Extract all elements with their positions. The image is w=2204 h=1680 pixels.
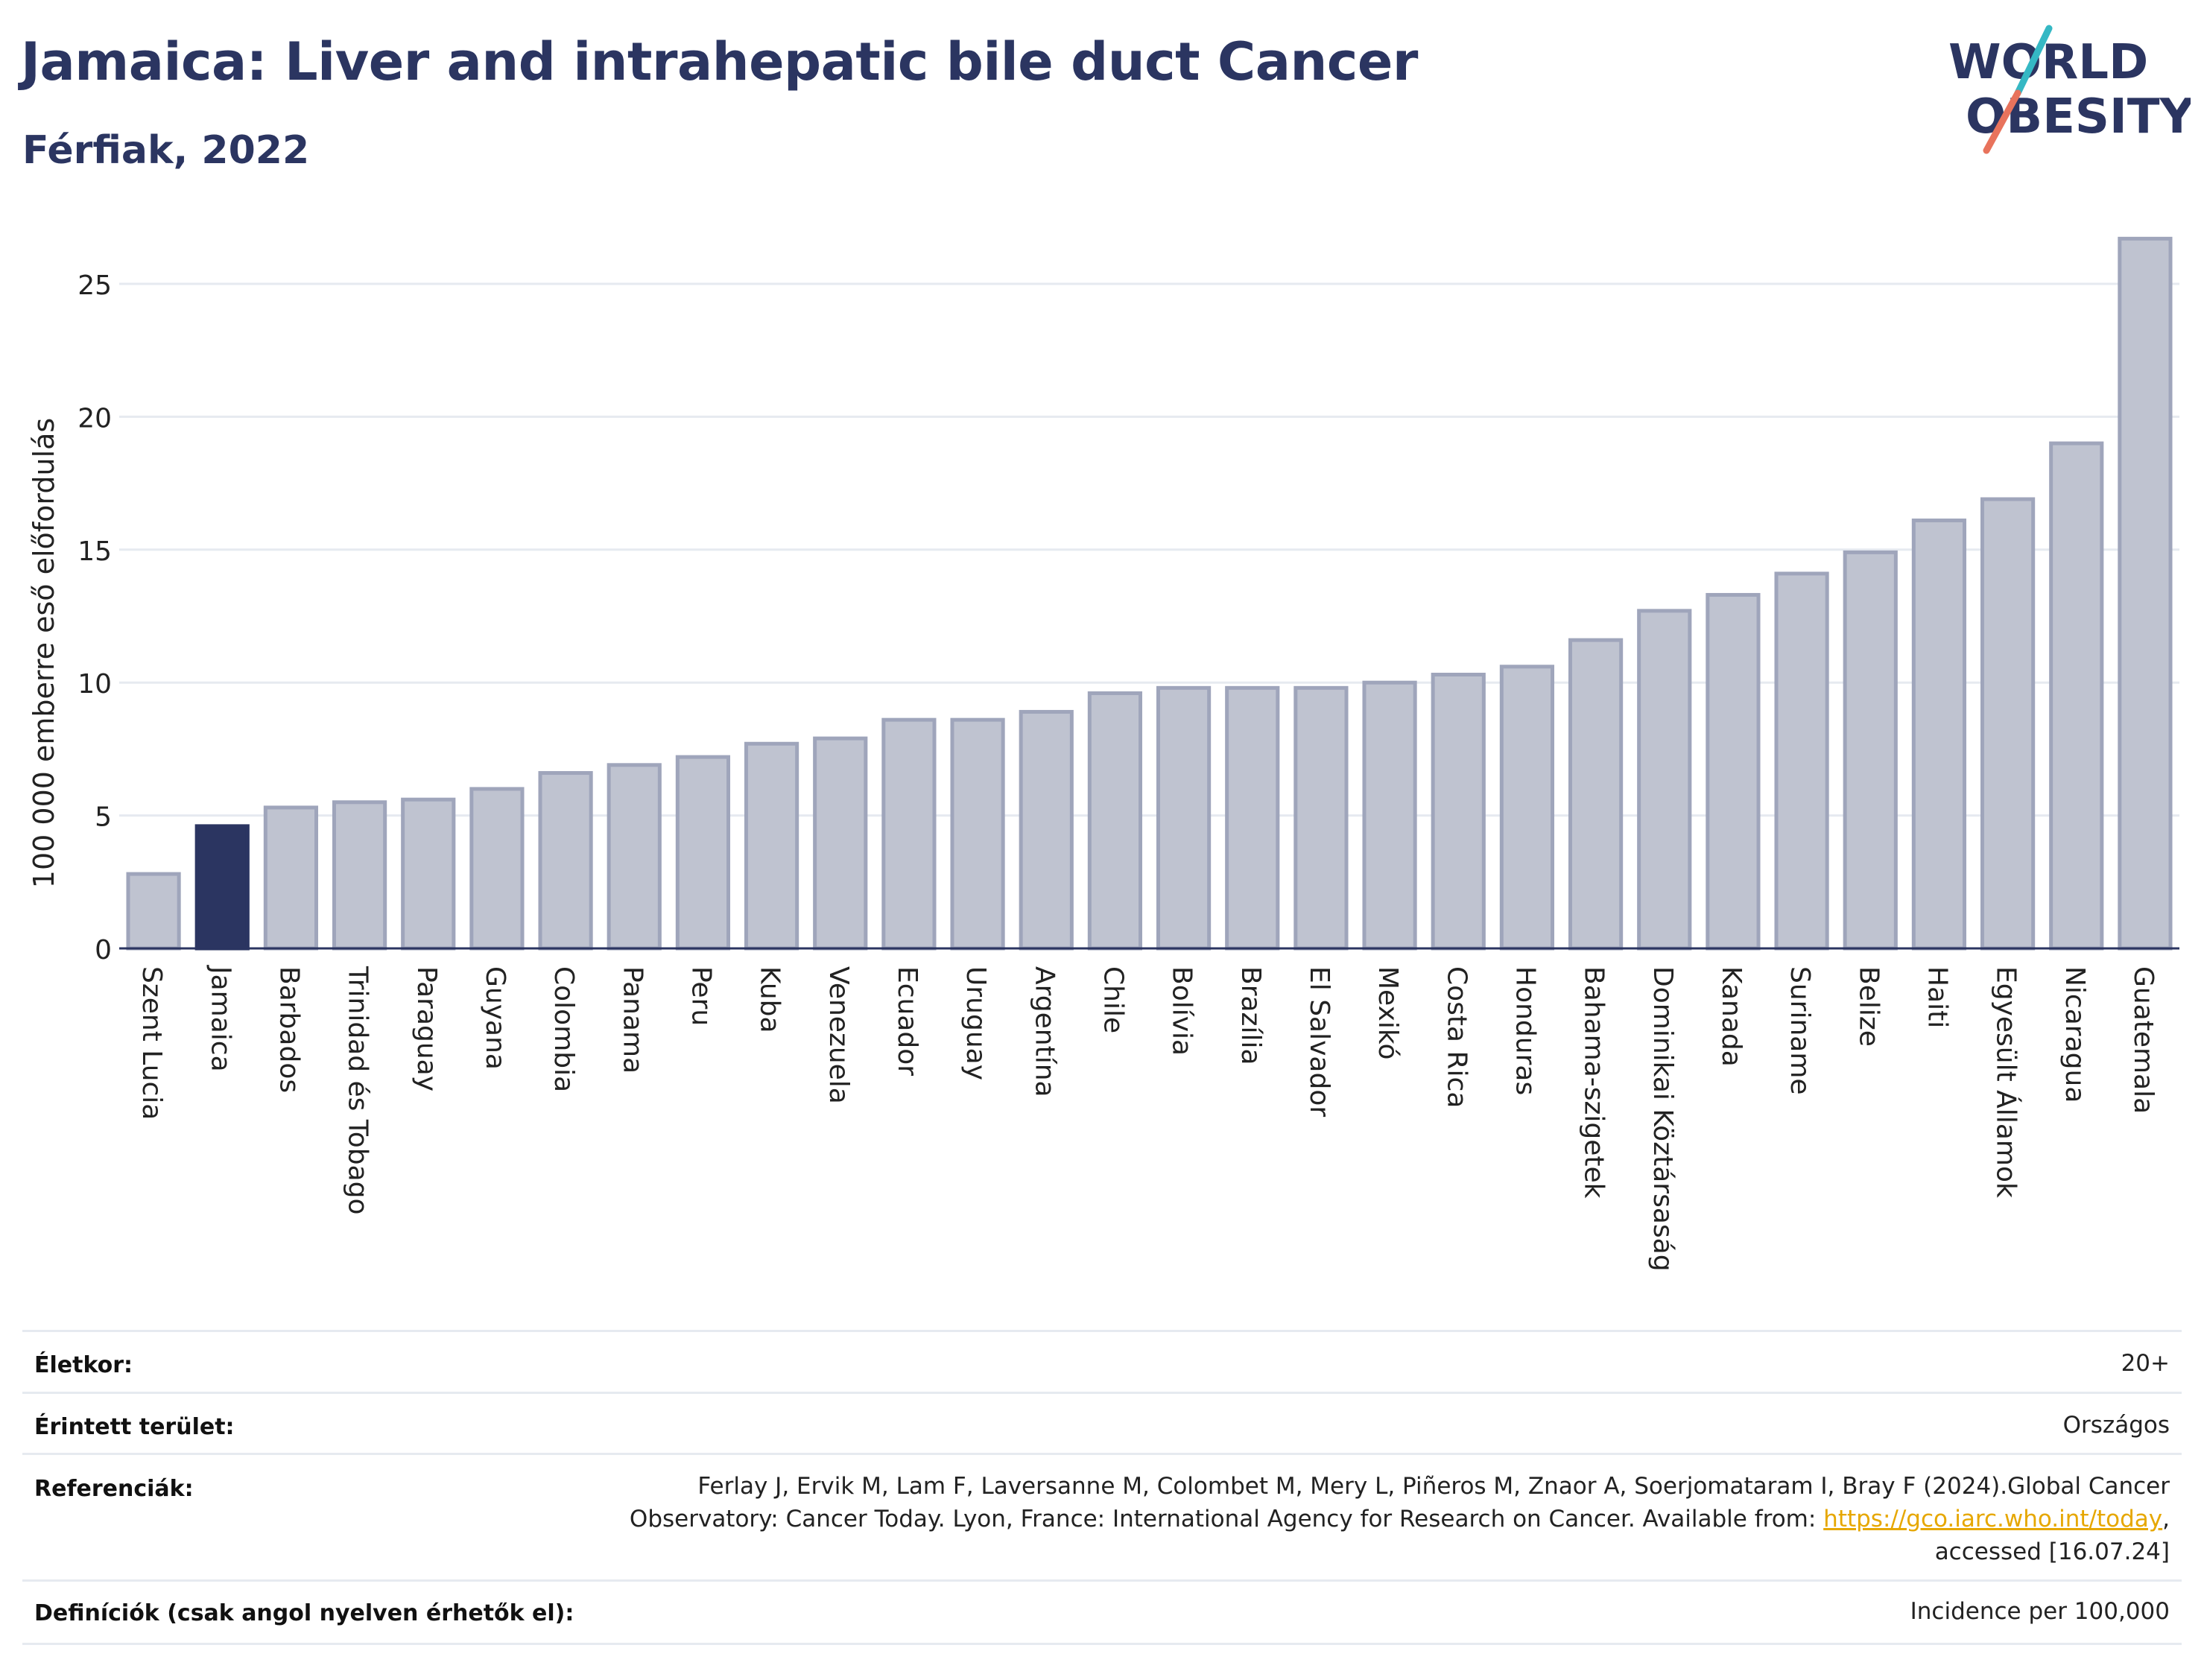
x-tick-label: Guyana (480, 966, 510, 1070)
reference-link[interactable]: https://gco.iarc.who.int/today (1823, 1506, 2163, 1532)
reference-line2-text: Observatory: Cancer Today. Lyon, France:… (629, 1506, 1824, 1532)
x-tick-label: Panama (617, 966, 647, 1074)
x-tick-label: Belize (1853, 966, 1884, 1047)
info-row-definitions: Definíciók (csak angol nyelven érhetők e… (22, 1579, 2182, 1644)
bar (126, 872, 181, 951)
y-tick-label: 5 (95, 802, 112, 833)
bar (1706, 592, 1761, 951)
bar (1774, 571, 1829, 951)
bar (538, 771, 593, 951)
logo-slash-bottom (1983, 89, 2021, 154)
bar (1225, 685, 1280, 951)
reference-line2: Observatory: Cancer Today. Lyon, France:… (630, 1503, 2170, 1535)
bar (950, 717, 1005, 951)
x-tick-label: Ecuador (892, 966, 922, 1076)
reference-line2-end: , (2162, 1506, 2170, 1532)
y-tick-label: 15 (77, 536, 112, 567)
table-bottom-border (22, 1643, 2182, 1645)
x-tick-label: Suriname (1785, 966, 1815, 1095)
bar (263, 805, 319, 951)
age-value: 20+ (2121, 1350, 2170, 1377)
bar (1568, 638, 1624, 951)
bar (332, 800, 387, 951)
y-tick-label: 25 (77, 270, 112, 301)
bar (1362, 680, 1417, 951)
bar (881, 717, 937, 951)
x-tick-label: Egyesült Államok (1991, 966, 2022, 1198)
chart-title: Jamaica: Liver and intrahepatic bile duc… (21, 31, 1418, 92)
bar (194, 824, 250, 951)
x-tick-label: Bolívia (1167, 966, 1197, 1056)
x-tick-label: Dominikai Köztársaság (1647, 966, 1678, 1272)
x-tick-label: Uruguay (960, 966, 991, 1080)
bar (1293, 685, 1349, 951)
bar (1980, 497, 2036, 951)
y-tick-label: 10 (77, 669, 112, 700)
x-tick-label: Paraguay (411, 966, 442, 1091)
x-tick-label: Venezuela (823, 966, 854, 1104)
info-row-references: Referenciák: Ferlay J, Ervik M, Lam F, L… (22, 1453, 2182, 1580)
bar-chart: 0 5 10 15 20 25 100 000 emberre eső előfordulá… (28, 236, 2179, 1272)
references-value: Ferlay J, Ervik M, Lam F, Laversanne M, … (630, 1470, 2170, 1568)
x-tick-label: Bahama-szigetek (1579, 966, 1609, 1199)
bar (1156, 685, 1212, 951)
x-tick-label: Trinidad és Tobago (343, 966, 373, 1215)
x-tick-label: Peru (685, 966, 716, 1026)
x-tick-label: Costa Rica (1441, 966, 1472, 1108)
bar (2049, 441, 2104, 951)
definitions-value: Incidence per 100,000 (1910, 1598, 2170, 1625)
x-tick-label: Kanada (1716, 966, 1747, 1067)
age-label: Életkor: (34, 1352, 133, 1378)
bar (469, 787, 525, 951)
area-label: Érintett terület: (34, 1414, 235, 1440)
x-tick-label: Jamaica (205, 965, 235, 1072)
x-tick-label: Szent Lucia (136, 966, 167, 1120)
definitions-label: Definíciók (csak angol nyelven érhetők e… (34, 1600, 574, 1626)
y-axis-label: 100 000 emberre eső előfordulás (28, 418, 60, 888)
x-tick-label: Chile (1098, 966, 1128, 1033)
x-tick-label: Colombia (548, 966, 579, 1092)
bar (1637, 609, 1692, 951)
x-tick-label: Brazília (1235, 966, 1266, 1065)
x-tick-label: Argentína (1029, 966, 1060, 1097)
reference-line1: Ferlay J, Ervik M, Lam F, Laversanne M, … (697, 1473, 2170, 1500)
bar (1431, 672, 1486, 951)
bar (1843, 550, 1898, 951)
x-tick-label: Barbados (273, 966, 304, 1093)
x-tick-label: Haiti (1922, 966, 1952, 1028)
logo-line1: WORLD (1948, 35, 2148, 90)
x-tick-label: Honduras (1510, 966, 1540, 1095)
info-row-area: Érintett terület: Országos (22, 1392, 2182, 1454)
chart-subtitle: Férfiak, 2022 (22, 128, 310, 173)
x-tick-label: Guatemala (2128, 966, 2159, 1114)
x-tick-label: Nicaragua (2059, 966, 2090, 1103)
x-tick-label: Mexikó (1372, 966, 1403, 1059)
references-label: Referenciák: (34, 1476, 194, 1502)
bar (607, 763, 662, 951)
y-tick-label: 20 (77, 403, 112, 434)
bar (401, 797, 456, 951)
area-value: Országos (2062, 1412, 2170, 1439)
bar (1911, 519, 1967, 951)
bar (1019, 709, 1074, 951)
info-row-age: Életkor: 20+ (22, 1330, 2182, 1392)
y-tick-label: 0 (95, 935, 112, 966)
world-obesity-logo: WORLD OBESITY (1948, 25, 2191, 154)
logo-slash-top (2014, 25, 2053, 97)
reference-line3: accessed [16.07.24] (1934, 1538, 2170, 1565)
x-tick-label: Kuba (755, 966, 785, 1033)
bar (744, 741, 799, 951)
x-tick-label: El Salvador (1304, 966, 1334, 1117)
bar (2118, 236, 2173, 951)
bar (1499, 665, 1555, 951)
bar (675, 755, 731, 951)
bar (1087, 691, 1143, 951)
bar (813, 736, 868, 951)
